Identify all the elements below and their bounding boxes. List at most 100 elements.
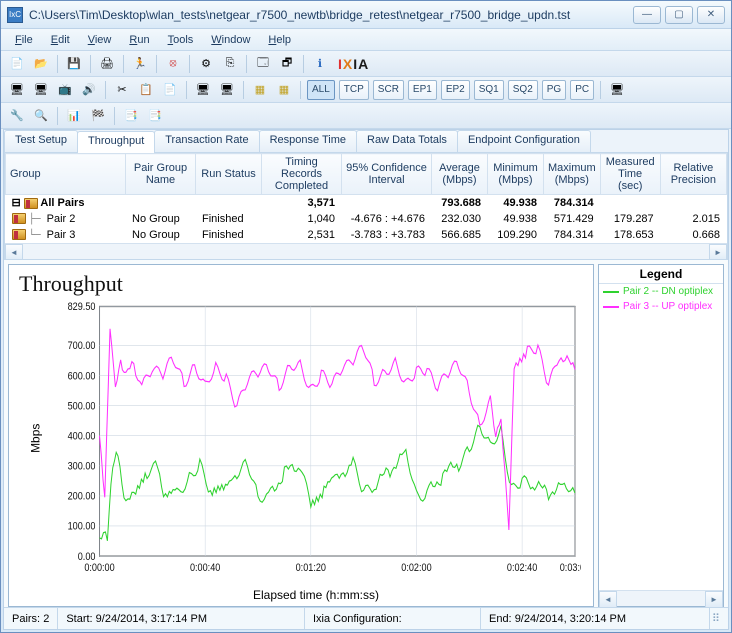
menu-edit[interactable]: Edit <box>43 32 78 48</box>
col-meas[interactable]: Measured Time (sec) <box>600 154 660 195</box>
window-buttons: — ▢ ✕ <box>633 6 725 24</box>
filter-ep1[interactable]: EP1 <box>408 80 437 100</box>
app-icon: IxC <box>7 7 23 23</box>
tool-d-icon[interactable]: 🗗 <box>277 54 297 74</box>
app-window: IxC C:\Users\Tim\Desktop\wlan_tests\netg… <box>0 0 732 633</box>
menu-run[interactable]: Run <box>121 32 157 48</box>
svg-text:0:02:00: 0:02:00 <box>401 562 432 574</box>
tb2-icon-9[interactable]: 🖥 <box>217 80 237 100</box>
filter-tcp[interactable]: TCP <box>339 80 369 100</box>
print-icon[interactable]: 🖨 <box>97 54 117 74</box>
tool-a-icon[interactable]: ⚙ <box>196 54 216 74</box>
table-row[interactable]: └─ Pair 3No GroupFinished2,531-3.783 : +… <box>6 227 727 243</box>
minimize-button[interactable]: — <box>633 6 661 24</box>
y-axis-label: Mbps <box>29 423 43 452</box>
svg-text:700.00: 700.00 <box>68 340 96 352</box>
filter-pg[interactable]: PG <box>542 80 566 100</box>
menu-help[interactable]: Help <box>260 32 299 48</box>
filter-ep2[interactable]: EP2 <box>441 80 470 100</box>
menu-view[interactable]: View <box>80 32 120 48</box>
folder-icon <box>24 198 38 209</box>
tool-c-icon[interactable]: 🗔 <box>253 54 273 74</box>
maximize-button[interactable]: ▢ <box>665 6 693 24</box>
filter-sq1[interactable]: SQ1 <box>474 80 504 100</box>
filter-sq2[interactable]: SQ2 <box>508 80 538 100</box>
tb2-icon-12[interactable]: 🖥 <box>607 80 627 100</box>
filter-pc[interactable]: PC <box>570 80 594 100</box>
results-grid: Group Pair Group Name Run Status Timing … <box>4 152 728 260</box>
tab-transaction-rate[interactable]: Transaction Rate <box>154 130 259 152</box>
tab-response-time[interactable]: Response Time <box>259 130 357 152</box>
x-axis-label: Elapsed time (h:mm:ss) <box>47 588 585 602</box>
col-min[interactable]: Minimum (Mbps) <box>488 154 544 195</box>
col-avg[interactable]: Average (Mbps) <box>432 154 488 195</box>
col-runstatus[interactable]: Run Status <box>196 154 262 195</box>
tb3-icon-6[interactable]: 📑 <box>145 106 165 126</box>
tb2-icon-3[interactable]: 📺 <box>55 80 75 100</box>
legend-item[interactable]: Pair 3 -- UP optiplex <box>599 299 723 314</box>
info-icon[interactable]: ℹ <box>310 54 330 74</box>
window-title: C:\Users\Tim\Desktop\wlan_tests\netgear_… <box>29 8 633 22</box>
col-rel[interactable]: Relative Precision <box>660 154 726 195</box>
stop-icon[interactable]: ⦻ <box>163 54 183 74</box>
chart-plot: Mbps 0.00100.00200.00300.00400.00500.006… <box>55 299 581 586</box>
col-group[interactable]: Group <box>6 154 126 195</box>
svg-text:100.00: 100.00 <box>68 521 96 533</box>
resize-grip[interactable]: ⠿ <box>710 608 728 629</box>
tb3-icon-4[interactable]: 🏁 <box>88 106 108 126</box>
tab-strip: Test Setup Throughput Transaction Rate R… <box>4 130 728 152</box>
legend-scrollbar[interactable] <box>599 590 723 606</box>
svg-text:0:01:20: 0:01:20 <box>296 562 327 574</box>
tb2-icon-1[interactable]: 🖥 <box>7 80 27 100</box>
tool-b-icon[interactable]: ⎘ <box>220 54 240 74</box>
col-timing[interactable]: Timing Records Completed <box>262 154 342 195</box>
close-button[interactable]: ✕ <box>697 6 725 24</box>
tb2-icon-8[interactable]: 🖥 <box>193 80 213 100</box>
svg-text:0:00:00: 0:00:00 <box>84 562 115 574</box>
tb3-icon-2[interactable]: 🔍 <box>31 106 51 126</box>
col-max[interactable]: Maximum (Mbps) <box>544 154 601 195</box>
tab-raw-data-totals[interactable]: Raw Data Totals <box>356 130 458 152</box>
tb3-icon-3[interactable]: 📊 <box>64 106 84 126</box>
results-table: Group Pair Group Name Run Status Timing … <box>5 153 727 243</box>
tb2-icon-11[interactable]: ▦ <box>274 80 294 100</box>
menu-tools[interactable]: Tools <box>160 32 202 48</box>
save-icon[interactable]: 💾 <box>64 54 84 74</box>
tab-throughput[interactable]: Throughput <box>77 131 155 153</box>
menu-file[interactable]: File <box>7 32 41 48</box>
folder-icon <box>12 229 26 240</box>
horizontal-scrollbar[interactable] <box>5 243 727 259</box>
chart-svg: 0.00100.00200.00300.00400.00500.00600.00… <box>55 299 581 586</box>
tb2-icon-6[interactable]: 📋 <box>136 80 156 100</box>
legend-title: Legend <box>599 265 723 284</box>
tb2-icon-5[interactable]: ✂ <box>112 80 132 100</box>
svg-text:829.50: 829.50 <box>68 301 96 313</box>
menu-window[interactable]: Window <box>203 32 258 48</box>
filter-scr[interactable]: SCR <box>373 80 404 100</box>
svg-text:200.00: 200.00 <box>68 491 96 503</box>
tab-endpoint-config[interactable]: Endpoint Configuration <box>457 130 591 152</box>
content-area: Test Setup Throughput Transaction Rate R… <box>3 129 729 630</box>
filter-all[interactable]: ALL <box>307 80 335 100</box>
new-icon[interactable]: 📄 <box>7 54 27 74</box>
table-row[interactable]: ├─ Pair 2No GroupFinished1,040-4.676 : +… <box>6 211 727 227</box>
tb3-icon-5[interactable]: 📑 <box>121 106 141 126</box>
tb2-icon-4[interactable]: 🔊 <box>79 80 99 100</box>
svg-text:500.00: 500.00 <box>68 401 96 413</box>
open-icon[interactable]: 📂 <box>31 54 51 74</box>
tb2-icon-7[interactable]: 📄 <box>160 80 180 100</box>
run-icon[interactable]: 🏃 <box>130 54 150 74</box>
folder-icon <box>12 213 26 224</box>
tb2-icon-2[interactable]: 🖥 <box>31 80 51 100</box>
tab-test-setup[interactable]: Test Setup <box>4 130 78 152</box>
table-row[interactable]: ⊟ All Pairs3,571793.68849.938784.314 <box>6 195 727 211</box>
brand-ixia: IXIA <box>338 56 369 72</box>
svg-text:0:03:00: 0:03:00 <box>560 562 581 574</box>
tb3-icon-1[interactable]: 🔧 <box>7 106 27 126</box>
status-ixia-config: Ixia Configuration: <box>305 608 481 629</box>
toolbar-3: 🔧 🔍 📊 🏁 📑 📑 <box>1 103 731 129</box>
tb2-icon-10[interactable]: ▦ <box>250 80 270 100</box>
col-pairgroup[interactable]: Pair Group Name <box>126 154 196 195</box>
legend-item[interactable]: Pair 2 -- DN optiplex <box>599 284 723 299</box>
col-conf[interactable]: 95% Confidence Interval <box>342 154 432 195</box>
